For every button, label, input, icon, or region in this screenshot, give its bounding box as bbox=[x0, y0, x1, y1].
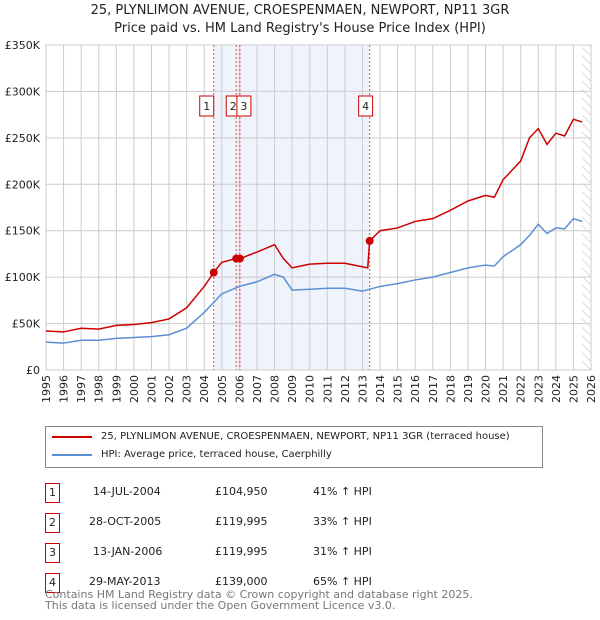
sale-hpi-change: 31% ↑ HPI bbox=[313, 545, 372, 558]
x-tick-label: 2008 bbox=[269, 375, 282, 403]
footer-line: This data is licensed under the Open Gov… bbox=[45, 599, 396, 612]
chart-title: 25, PLYNLIMON AVENUE, CROESPENMAEN, NEWP… bbox=[90, 3, 510, 18]
x-tick-label: 1995 bbox=[40, 375, 53, 403]
legend-swatch-red bbox=[52, 435, 92, 438]
x-tick-label: 2001 bbox=[145, 375, 158, 403]
sale-label-number: 1 bbox=[203, 100, 210, 113]
y-tick-label: £200K bbox=[5, 178, 41, 191]
hatched-region bbox=[582, 45, 591, 370]
x-tick-label: 2026 bbox=[585, 375, 598, 403]
plot-frame bbox=[45, 44, 592, 371]
sale-number-badge: 2 bbox=[45, 513, 60, 533]
y-tick-label: £100K bbox=[5, 271, 41, 284]
legend-label: HPI: Average price, terraced house, Caer… bbox=[101, 449, 332, 460]
y-tick-label: £300K bbox=[5, 85, 41, 98]
x-tick-label: 1998 bbox=[93, 375, 106, 403]
y-tick-label: £0 bbox=[26, 364, 40, 377]
x-tick-label: 2023 bbox=[532, 375, 545, 403]
sale-number-badge: 4 bbox=[45, 573, 60, 593]
sale-price: £119,995 bbox=[215, 515, 268, 528]
legend-item-hpi: HPI: Average price, terraced house, Caer… bbox=[52, 449, 332, 460]
x-tick-label: 2005 bbox=[216, 375, 229, 403]
x-tick-label: 2022 bbox=[515, 375, 528, 403]
sale-point bbox=[365, 236, 374, 245]
x-tick-label: 2002 bbox=[163, 375, 176, 403]
x-tick-label: 2016 bbox=[409, 375, 422, 403]
sale-label-number: 2 bbox=[230, 100, 237, 113]
y-tick-label: £50K bbox=[12, 318, 41, 331]
x-tick-label: 1999 bbox=[110, 375, 123, 403]
legend-label: 25, PLYNLIMON AVENUE, CROESPENMAEN, NEWP… bbox=[101, 431, 510, 442]
sale-point bbox=[235, 254, 244, 263]
footer: Contains HM Land Registry data © Crown c… bbox=[45, 589, 473, 611]
sale-label-box bbox=[236, 95, 252, 117]
sale-label-number: 4 bbox=[362, 100, 369, 113]
x-tick-label: 2003 bbox=[181, 375, 194, 403]
sale-date: 14-JUL-2004 bbox=[93, 485, 161, 498]
property-price-line bbox=[45, 118, 583, 333]
x-tick-label: 2015 bbox=[392, 375, 405, 403]
footer-line: Contains HM Land Registry data © Crown c… bbox=[45, 588, 473, 601]
x-tick-label: 2025 bbox=[567, 375, 580, 403]
x-tick-label: 1997 bbox=[75, 375, 88, 403]
x-tick-label: 2014 bbox=[374, 375, 387, 403]
x-tick-label: 2010 bbox=[304, 375, 317, 403]
x-tick-label: 2020 bbox=[480, 375, 493, 403]
chart-subtitle: Price paid vs. HM Land Registry's House … bbox=[114, 21, 486, 36]
x-tick-label: 2006 bbox=[233, 375, 246, 403]
x-tick-label: 2019 bbox=[462, 375, 475, 403]
sale-price: £139,000 bbox=[215, 575, 268, 588]
sale-hpi-change: 41% ↑ HPI bbox=[313, 485, 372, 498]
y-tick-label: £150K bbox=[5, 225, 41, 238]
sale-label-box bbox=[358, 95, 374, 117]
y-tick-label: £250K bbox=[5, 132, 41, 145]
x-tick-label: 2004 bbox=[198, 375, 211, 403]
sale-date: 13-JAN-2006 bbox=[93, 545, 163, 558]
sale-label-number: 3 bbox=[240, 100, 247, 113]
x-tick-label: 2011 bbox=[321, 375, 334, 403]
x-tick-label: 2009 bbox=[286, 375, 299, 403]
sale-price: £104,950 bbox=[215, 485, 268, 498]
sale-number-badge: 1 bbox=[45, 483, 60, 503]
x-tick-label: 2013 bbox=[356, 375, 369, 403]
x-tick-label: 2012 bbox=[339, 375, 352, 403]
sale-price: £119,995 bbox=[215, 545, 268, 558]
x-tick-label: 2018 bbox=[444, 375, 457, 403]
x-tick-label: 2017 bbox=[427, 375, 440, 403]
x-tick-label: 1996 bbox=[58, 375, 71, 403]
price-chart: 1995 1996 1997 1998 1999 2000 2001 2002 2003 2004… bbox=[5, 39, 598, 403]
x-tick-label: 2021 bbox=[497, 375, 510, 403]
sale-point bbox=[209, 268, 218, 277]
sale-hpi-change: 65% ↑ HPI bbox=[313, 575, 372, 588]
sale-label-box bbox=[199, 95, 215, 117]
legend-item-property: 25, PLYNLIMON AVENUE, CROESPENMAEN, NEWP… bbox=[52, 431, 510, 442]
legend: 25, PLYNLIMON AVENUE, CROESPENMAEN, NEWP… bbox=[45, 426, 543, 468]
x-tick-label: 2007 bbox=[251, 375, 264, 403]
x-tick-label: 2024 bbox=[550, 375, 563, 403]
legend-swatch-blue bbox=[52, 453, 92, 456]
sale-date: 28-OCT-2005 bbox=[89, 515, 162, 528]
x-tick-label: 2000 bbox=[128, 375, 141, 403]
sale-hpi-change: 33% ↑ HPI bbox=[313, 515, 372, 528]
hpi-line bbox=[45, 217, 583, 344]
sale-date: 29-MAY-2013 bbox=[89, 575, 161, 588]
y-tick-label: £350K bbox=[5, 39, 41, 52]
sale-number-badge: 3 bbox=[45, 543, 60, 563]
